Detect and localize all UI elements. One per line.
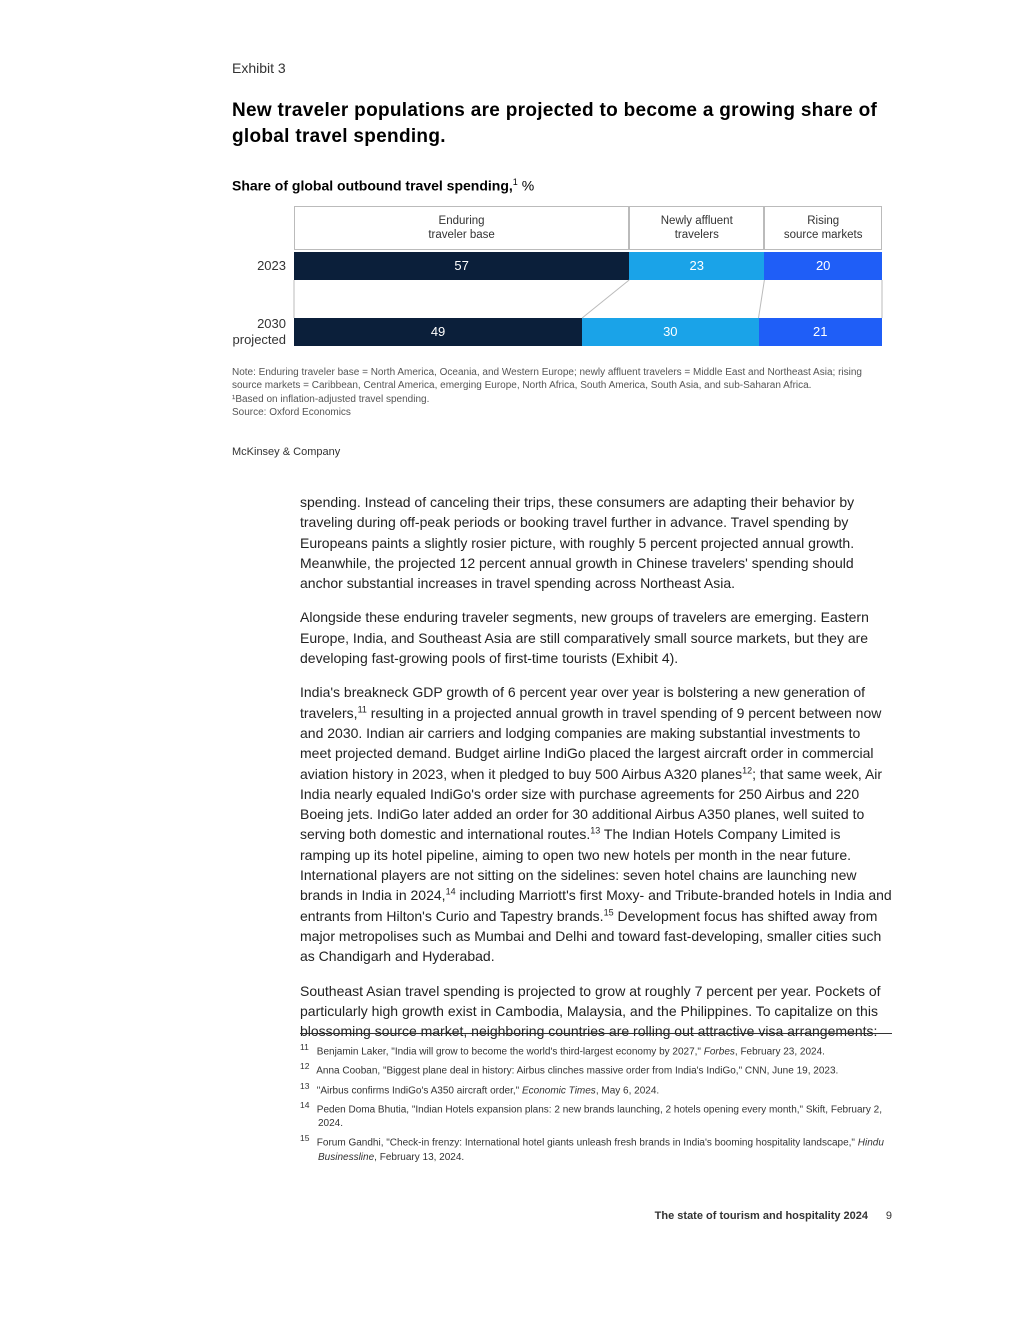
body-column: spending. Instead of canceling their tri… — [300, 492, 892, 1055]
footnote: 11 Benjamin Laker, "India will grow to b… — [300, 1042, 892, 1059]
footnote: 12 Anna Cooban, "Biggest plane deal in h… — [300, 1061, 892, 1078]
body-p1: spending. Instead of canceling their tri… — [300, 492, 892, 593]
footnote: 15 Forum Gandhi, "Check-in frenzy: Inter… — [300, 1133, 892, 1164]
chart-bar-segment: 23 — [629, 252, 764, 280]
chart-title-bold: Share of global outbound travel spending… — [232, 178, 513, 194]
chart-title-unit: % — [518, 178, 534, 194]
footnotes: 11 Benjamin Laker, "India will grow to b… — [300, 1033, 892, 1167]
chart-column-header: Enduringtraveler base — [294, 206, 629, 250]
chart-row-label: 2030projected — [232, 316, 286, 347]
exhibit-title: New traveler populations are projected t… — [232, 98, 892, 149]
footnote: 14 Peden Doma Bhutia, "Indian Hotels exp… — [300, 1100, 892, 1131]
chart-column-header: Newly affluenttravelers — [629, 206, 764, 250]
chart-title: Share of global outbound travel spending… — [232, 177, 892, 194]
chart-note-text: Note: Enduring traveler base = North Ame… — [232, 366, 892, 393]
exhibit-label: Exhibit 3 — [232, 60, 892, 76]
chart-bar-segment: 30 — [582, 318, 758, 346]
chart-bar-segment: 49 — [294, 318, 582, 346]
body-p2: Alongside these enduring traveler segmen… — [300, 607, 892, 668]
stacked-bar-chart: Enduringtraveler baseNewly affluenttrave… — [232, 206, 892, 356]
chart-bar-segment: 20 — [764, 252, 882, 280]
chart-note2-text: ¹Based on inflation-adjusted travel spen… — [232, 393, 892, 407]
chart-source: Source: Oxford Economics — [232, 406, 892, 420]
chart-note: Note: Enduring traveler base = North Ame… — [232, 366, 892, 420]
chart-bar-segment: 21 — [759, 318, 882, 346]
body-p3: India's breakneck GDP growth of 6 percen… — [300, 682, 892, 966]
chart-column-header: Risingsource markets — [764, 206, 882, 250]
footer-page-number: 9 — [886, 1210, 892, 1222]
footnote: 13 "Airbus confirms IndiGo's A350 aircra… — [300, 1081, 892, 1098]
footer-report-name: The state of tourism and hospitality 202… — [655, 1210, 868, 1222]
chart-bar-segment: 57 — [294, 252, 629, 280]
source-brand: McKinsey & Company — [232, 446, 892, 458]
chart-row-label: 2023 — [232, 258, 286, 274]
